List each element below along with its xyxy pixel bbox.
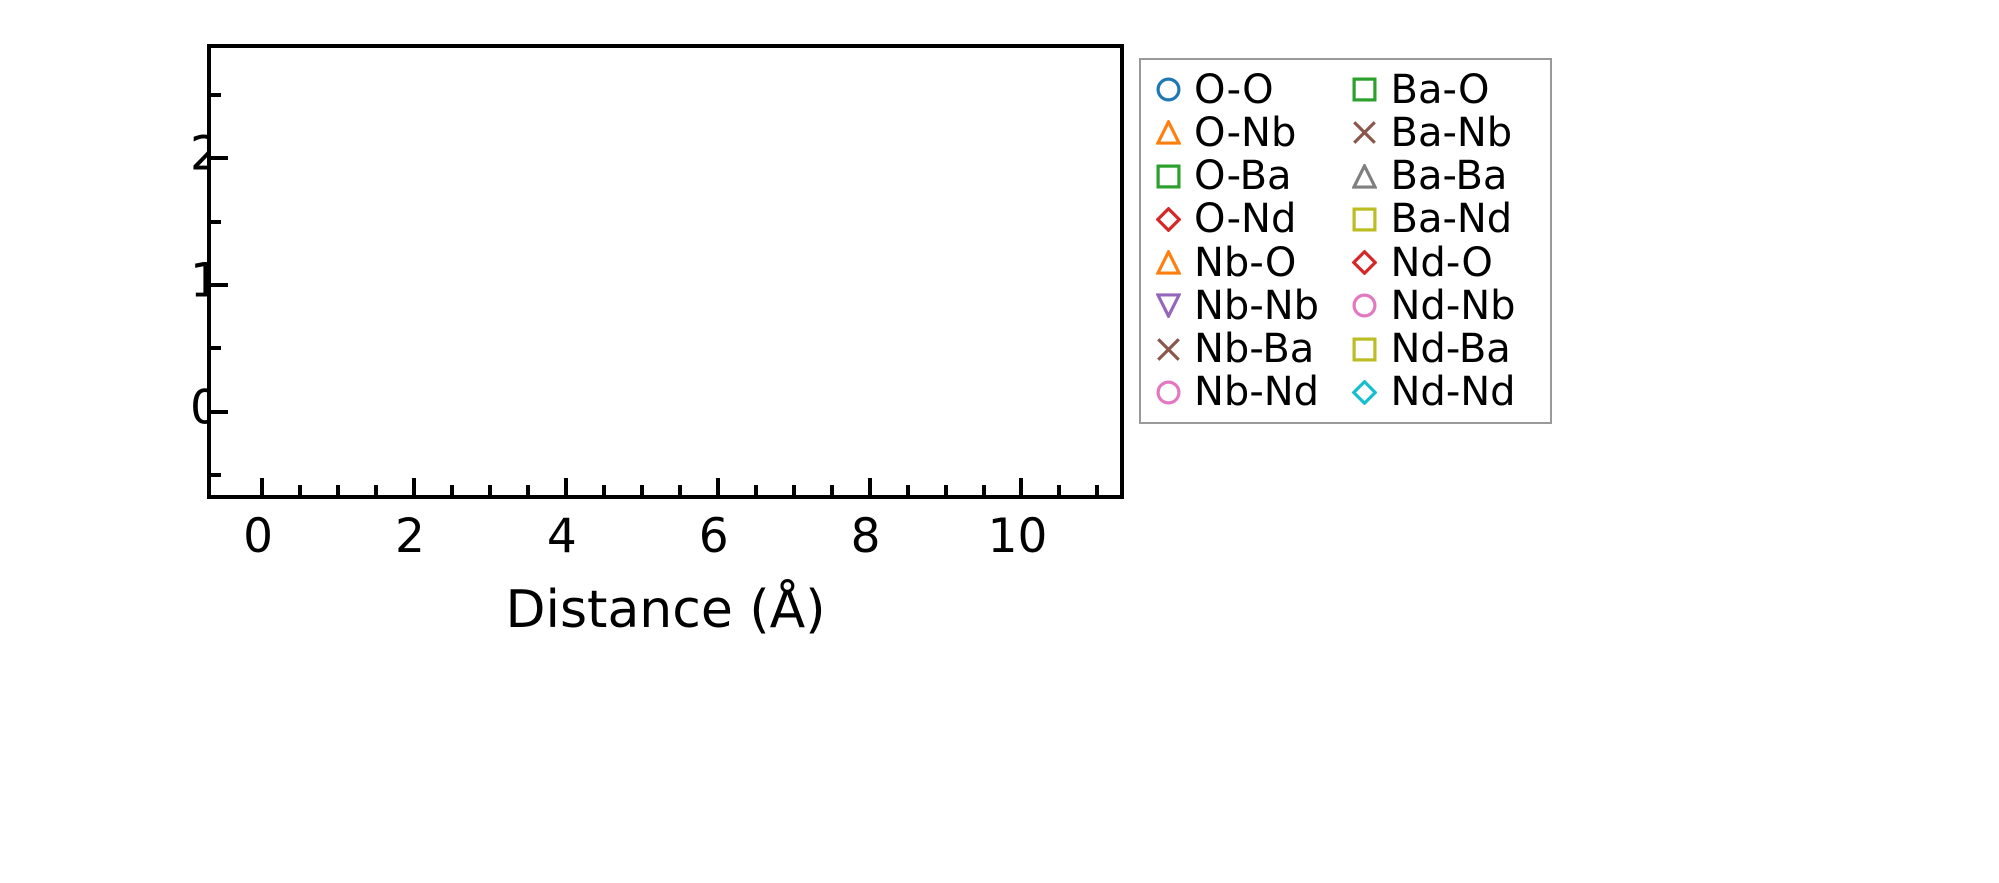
- legend-item-nb-nd[interactable]: Nb-Nd: [1151, 371, 1348, 414]
- x-minor-tick: [943, 485, 948, 495]
- circle-icon: [1151, 73, 1185, 107]
- legend-item-nd-nd[interactable]: Nd-Nd: [1348, 371, 1545, 414]
- legend-item-ba-nb[interactable]: Ba-Nb: [1348, 111, 1545, 154]
- legend-item-o-ba[interactable]: O-Ba: [1151, 155, 1348, 198]
- x-minor-tick: [1057, 485, 1062, 495]
- legend-box: O-O Ba-O O-Nb Ba-Nb O-Ba Ba-Ba O-Nd Ba-Nd Nb-O Nd…: [1139, 58, 1552, 424]
- x-minor-tick: [525, 485, 530, 495]
- legend-label: Nb-Nb: [1194, 282, 1320, 329]
- x-minor-tick: [791, 485, 796, 495]
- legend-label: O-Ba: [1194, 153, 1292, 200]
- legend-label: Nb-Ba: [1194, 326, 1315, 373]
- x-minor-tick: [905, 485, 910, 495]
- legend-label: O-O: [1194, 66, 1274, 113]
- legend-label: Ba-O: [1390, 66, 1490, 113]
- y-major-tick: [211, 156, 228, 161]
- circle-icon: [1348, 289, 1382, 323]
- x-major-tick: [715, 478, 720, 495]
- legend-item-o-nd[interactable]: O-Nd: [1151, 198, 1348, 241]
- circle-icon: [1151, 375, 1185, 409]
- x-minor-tick: [981, 485, 986, 495]
- y-minor-tick: [211, 346, 221, 351]
- legend-label: Nd-Ba: [1390, 326, 1511, 373]
- square-icon: [1348, 332, 1382, 366]
- legend-item-ba-ba[interactable]: Ba-Ba: [1348, 155, 1545, 198]
- legend-item-nd-o[interactable]: Nd-O: [1348, 241, 1545, 284]
- legend-label: Nb-O: [1194, 239, 1297, 286]
- x-tick-label: 10: [987, 509, 1048, 564]
- x-minor-tick: [1095, 485, 1100, 495]
- legend-item-nb-o[interactable]: Nb-O: [1151, 241, 1348, 284]
- legend-label: Ba-Nb: [1390, 109, 1513, 156]
- legend-item-nd-nb[interactable]: Nd-Nb: [1348, 284, 1545, 327]
- x-tick-label: 2: [395, 509, 425, 564]
- triangle-up-icon: [1151, 116, 1185, 150]
- x-minor-tick: [677, 485, 682, 495]
- legend-label: Nb-Nd: [1194, 369, 1320, 416]
- legend-item-nb-nb[interactable]: Nb-Nb: [1151, 284, 1348, 327]
- square-icon: [1348, 202, 1382, 236]
- x-icon: [1151, 332, 1185, 366]
- y-minor-tick: [211, 93, 221, 98]
- x-minor-tick: [449, 485, 454, 495]
- diamond-icon: [1151, 202, 1185, 236]
- x-major-tick: [411, 478, 416, 495]
- legend-label: O-Nb: [1194, 109, 1297, 156]
- x-minor-tick: [829, 485, 834, 495]
- x-minor-tick: [298, 485, 303, 495]
- x-minor-tick: [336, 485, 341, 495]
- x-icon: [1348, 116, 1382, 150]
- legend-grid: O-O Ba-O O-Nb Ba-Nb O-Ba Ba-Ba O-Nd Ba-Nd Nb-O Nd…: [1141, 60, 1550, 422]
- axes-frame: [207, 44, 1124, 499]
- x-tick-label: 8: [850, 509, 881, 564]
- legend-label: Nd-Nd: [1390, 369, 1516, 416]
- x-major-tick: [867, 478, 872, 495]
- x-major-tick: [260, 478, 265, 495]
- legend-item-o-o[interactable]: O-O: [1151, 68, 1348, 111]
- x-axis-label: Distance (Å): [505, 580, 826, 640]
- legend-item-nd-ba[interactable]: Nd-Ba: [1348, 328, 1545, 371]
- x-minor-tick: [373, 485, 378, 495]
- y-minor-tick: [211, 472, 221, 477]
- x-tick-label: 6: [698, 509, 729, 564]
- triangle-up-icon: [1348, 159, 1382, 193]
- x-minor-tick: [487, 485, 492, 495]
- x-tick-label: 0: [243, 509, 274, 564]
- diamond-icon: [1348, 375, 1382, 409]
- legend-label: Nd-O: [1390, 239, 1493, 286]
- legend-item-nb-ba[interactable]: Nb-Ba: [1151, 328, 1348, 371]
- y-major-tick: [211, 409, 228, 414]
- x-major-tick: [1019, 478, 1024, 495]
- triangle-down-icon: [1151, 289, 1185, 323]
- triangle-up-icon: [1151, 246, 1185, 280]
- legend-label: Ba-Ba: [1390, 153, 1508, 200]
- square-icon: [1348, 73, 1382, 107]
- y-major-tick: [211, 282, 228, 287]
- x-minor-tick: [753, 485, 758, 495]
- x-tick-label: 4: [546, 509, 577, 564]
- legend-item-o-nb[interactable]: O-Nb: [1151, 111, 1348, 154]
- y-minor-tick: [211, 219, 221, 224]
- square-icon: [1151, 159, 1185, 193]
- legend-label: O-Nd: [1194, 196, 1297, 243]
- diamond-icon: [1348, 246, 1382, 280]
- legend-label: Nd-Nb: [1390, 282, 1516, 329]
- x-major-tick: [563, 478, 568, 495]
- legend-item-ba-nd[interactable]: Ba-Nd: [1348, 198, 1545, 241]
- x-minor-tick: [639, 485, 644, 495]
- x-minor-tick: [601, 485, 606, 495]
- legend-item-ba-o[interactable]: Ba-O: [1348, 68, 1545, 111]
- legend-label: Ba-Nd: [1390, 196, 1513, 243]
